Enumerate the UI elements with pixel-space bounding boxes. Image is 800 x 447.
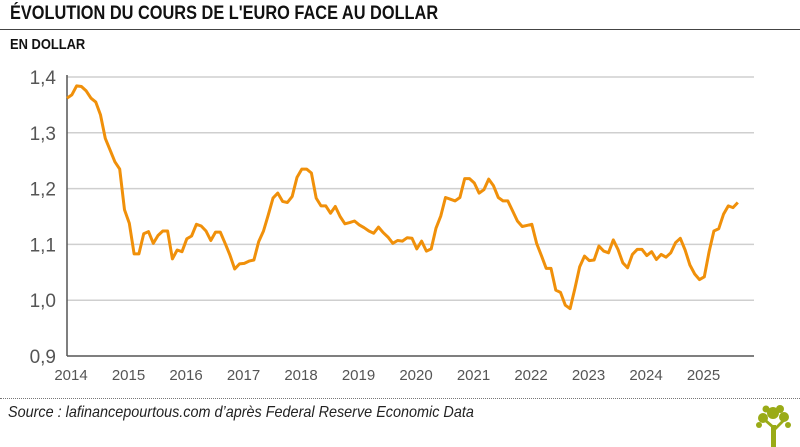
x-tick-label: 2023: [572, 367, 605, 384]
y-tick-label: 1,0: [30, 291, 56, 312]
x-tick-label: 2024: [629, 367, 662, 384]
x-axis-ticks: 2014 2015 2016 2017 2018 2019 2020 2021 2022 2023…: [54, 367, 720, 384]
y-tick-label: 1,4: [30, 68, 57, 89]
chart-title: ÉVOLUTION DU COURS DE L'EURO FACE AU DOL…: [10, 3, 439, 24]
y-tick-label: 1,1: [30, 235, 56, 256]
y-axis-ticks: 0,9 1,0 1,1 1,2 1,3 1,4: [30, 68, 57, 368]
x-tick-label: 2019: [342, 367, 375, 384]
x-tick-label: 2025: [687, 367, 720, 384]
x-tick-label: 2018: [284, 367, 317, 384]
x-tick-label: 2017: [227, 367, 260, 384]
title-divider: [0, 29, 800, 30]
x-tick-label: 2022: [514, 367, 547, 384]
line-chart: 0,91,01,11,21,31,4 2014 2015 2016 2017 2018 2…: [30, 68, 754, 384]
x-tick-label: 2021: [457, 367, 490, 384]
y-tick-label: 0,9: [30, 347, 56, 368]
series-line-eur-usd: [66, 84, 739, 311]
x-tick-label: 2016: [169, 367, 202, 384]
x-tick-label: 2014: [54, 367, 87, 384]
source-note: Source : lafinancepourtous.com d’après F…: [8, 404, 474, 421]
gridlines: [67, 76, 754, 301]
x-tick-label: 2020: [399, 367, 432, 384]
chart-unit-label: EN DOLLAR: [10, 36, 86, 53]
y-tick-label: 1,2: [30, 180, 56, 201]
footer-divider: [0, 398, 800, 399]
y-tick-label: 1,3: [30, 124, 56, 145]
x-tick-label: 2015: [112, 367, 145, 384]
tree-logo-icon: [756, 405, 791, 447]
